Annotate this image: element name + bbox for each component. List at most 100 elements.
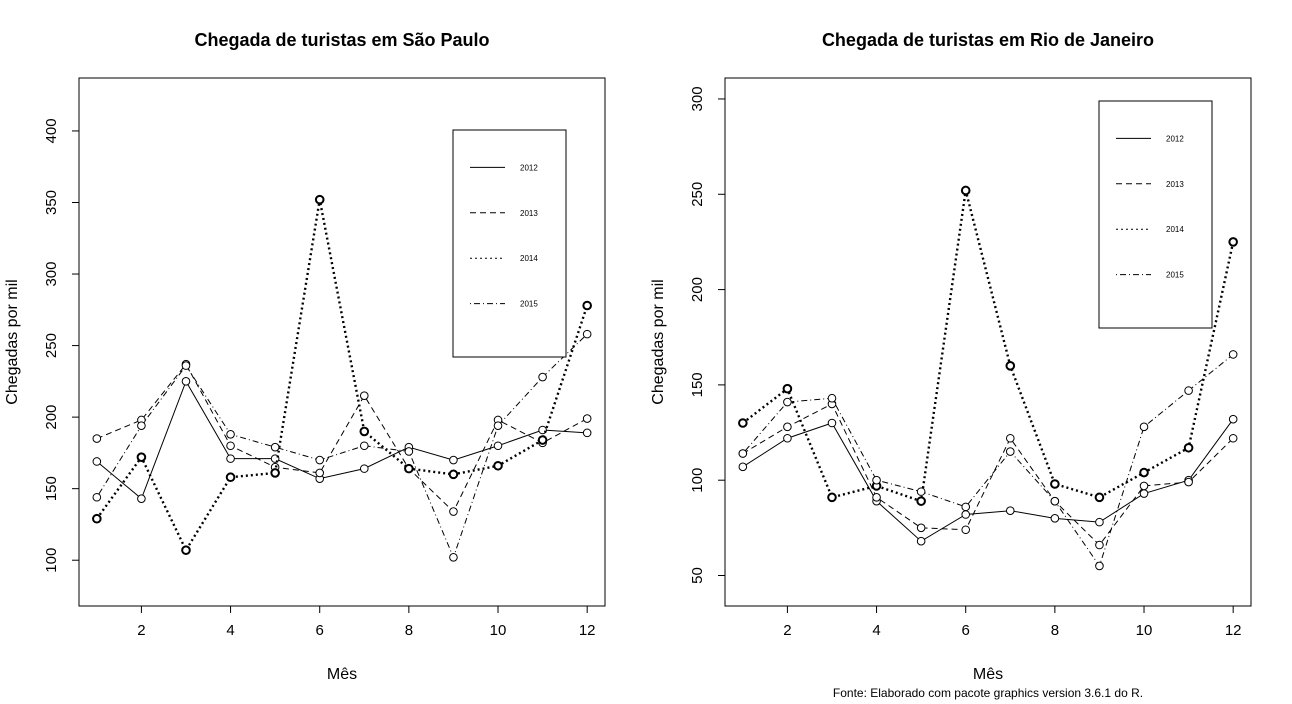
data-point bbox=[92, 457, 102, 466]
data-point bbox=[916, 523, 926, 533]
data-point bbox=[1094, 492, 1105, 503]
data-point bbox=[359, 441, 369, 451]
data-point bbox=[782, 383, 793, 394]
data-point bbox=[226, 429, 235, 439]
data-point bbox=[493, 441, 503, 451]
data-point bbox=[916, 487, 926, 496]
y-tick-label: 300 bbox=[689, 86, 706, 111]
data-point bbox=[1095, 517, 1104, 527]
data-point bbox=[738, 462, 748, 472]
data-point bbox=[92, 492, 102, 502]
series-2013 bbox=[92, 359, 592, 516]
data-point bbox=[1050, 514, 1060, 523]
legend: 2012 2013 2014 2015 bbox=[1098, 100, 1213, 329]
data-point bbox=[916, 496, 926, 506]
y-tick-label: 100 bbox=[43, 548, 60, 573]
data-point bbox=[493, 460, 503, 471]
data-point bbox=[359, 391, 369, 400]
data-point bbox=[1183, 442, 1194, 453]
data-point bbox=[448, 469, 459, 480]
data-point bbox=[1228, 414, 1238, 424]
data-point bbox=[960, 185, 971, 196]
data-point bbox=[359, 464, 369, 473]
data-point bbox=[226, 441, 235, 451]
data-point bbox=[181, 377, 191, 386]
y-tick-label: 400 bbox=[43, 118, 60, 143]
series-line bbox=[96, 363, 588, 513]
data-point bbox=[493, 421, 503, 431]
series-line bbox=[95, 199, 589, 553]
chart-sao-paulo: Chegada de turistas em São Paulo 2 4 6 8 10 12… bbox=[4, 30, 606, 683]
data-point bbox=[181, 545, 191, 555]
data-point bbox=[1050, 479, 1060, 489]
x-tick-label: 2 bbox=[783, 622, 791, 639]
x-tick-label: 8 bbox=[1051, 622, 1059, 639]
x-axis-label: Mês bbox=[973, 666, 1003, 683]
legend-label: 2013 bbox=[1166, 180, 1184, 189]
data-point bbox=[1005, 506, 1015, 515]
data-point bbox=[961, 510, 971, 519]
data-point bbox=[738, 418, 748, 428]
data-point bbox=[92, 434, 102, 443]
data-point bbox=[582, 329, 592, 339]
x-tick-label: 12 bbox=[579, 622, 596, 639]
x-axis-label: Mês bbox=[327, 666, 357, 683]
legend-box bbox=[452, 129, 567, 358]
y-tick-label: 250 bbox=[689, 182, 706, 207]
data-point bbox=[1228, 237, 1238, 247]
data-point bbox=[136, 452, 147, 462]
data-point bbox=[449, 507, 458, 516]
data-point bbox=[1005, 447, 1015, 456]
data-point bbox=[827, 418, 837, 428]
legend-label: 2015 bbox=[1166, 271, 1184, 280]
data-point bbox=[270, 468, 280, 478]
legend-label: 2012 bbox=[1166, 134, 1184, 143]
data-point bbox=[1095, 540, 1104, 550]
legend: 2012 2013 2014 2015 bbox=[452, 129, 567, 358]
x-tick-label: 4 bbox=[226, 622, 234, 639]
x-tick-label: 4 bbox=[872, 622, 880, 639]
data-point bbox=[1184, 386, 1193, 395]
y-tick-label: 150 bbox=[43, 476, 60, 501]
data-point bbox=[738, 449, 748, 458]
y-axis-label: Chegadas por mil bbox=[650, 279, 667, 404]
chart-rio-de-janeiro: Chegada de turistas em Rio de Janeiro 2 4 6… bbox=[650, 30, 1252, 683]
y-tick-label: 100 bbox=[689, 468, 706, 493]
y-axis-label: Chegadas por mil bbox=[4, 279, 21, 404]
chart-title: Chegada de turistas em São Paulo bbox=[194, 30, 489, 50]
chart-title: Chegada de turistas em Rio de Janeiro bbox=[822, 30, 1154, 50]
series-line bbox=[742, 354, 1234, 568]
x-tick-label: 10 bbox=[490, 622, 507, 639]
legend-label: 2014 bbox=[1166, 225, 1184, 234]
data-point bbox=[872, 493, 881, 502]
legend-label: 2013 bbox=[520, 209, 538, 218]
series-2013 bbox=[738, 399, 1238, 550]
data-point bbox=[783, 397, 792, 407]
data-point bbox=[92, 513, 102, 524]
data-point bbox=[537, 435, 548, 445]
data-point bbox=[137, 494, 146, 503]
data-point bbox=[916, 536, 926, 546]
x-tick-label: 12 bbox=[1225, 622, 1242, 639]
data-point bbox=[582, 300, 592, 311]
data-point bbox=[827, 492, 837, 503]
data-point bbox=[181, 361, 191, 370]
y-tick-label: 250 bbox=[43, 333, 60, 358]
series-2012 bbox=[92, 377, 592, 503]
data-point bbox=[449, 455, 458, 465]
data-point bbox=[1184, 477, 1193, 487]
series-line bbox=[96, 380, 588, 500]
data-point bbox=[270, 442, 280, 452]
y-tick-label: 50 bbox=[689, 567, 706, 584]
data-point bbox=[449, 553, 458, 562]
legend-label: 2014 bbox=[520, 254, 538, 263]
x-tick-label: 6 bbox=[316, 622, 324, 639]
data-point bbox=[359, 426, 370, 437]
data-point bbox=[538, 372, 547, 382]
series-line bbox=[742, 403, 1234, 546]
data-point bbox=[1139, 467, 1149, 478]
y-tick-label: 350 bbox=[43, 190, 60, 215]
data-point bbox=[314, 194, 325, 205]
series-2015 bbox=[738, 350, 1238, 571]
